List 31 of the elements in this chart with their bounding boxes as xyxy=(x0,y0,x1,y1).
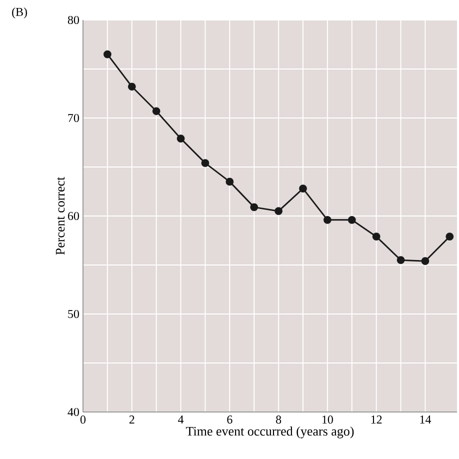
point xyxy=(274,207,283,216)
point xyxy=(128,82,136,91)
point xyxy=(201,159,210,168)
point xyxy=(250,203,258,212)
text: (B) xyxy=(12,8,27,18)
point xyxy=(152,107,160,116)
y-tick-label: 40 xyxy=(68,408,80,416)
point xyxy=(103,50,112,58)
x-tick-label: 4 xyxy=(178,416,184,424)
y-tick-label: 70 xyxy=(68,114,80,122)
point xyxy=(372,232,380,241)
point xyxy=(176,134,185,143)
y-tick-label: 50 xyxy=(68,310,80,318)
x-axis-title: Time event occurred (years ago) xyxy=(186,426,354,438)
x-tick-label: 8 xyxy=(276,416,282,424)
point xyxy=(226,178,234,186)
x-tick-label: 10 xyxy=(322,416,333,424)
x-tick-label: 12 xyxy=(371,416,382,424)
point xyxy=(323,216,332,224)
point xyxy=(348,216,356,224)
y-tick-label: 60 xyxy=(68,212,80,220)
x-tick-label: 6 xyxy=(227,416,232,424)
x-tick-label: 0 xyxy=(80,416,86,424)
x-tick-label: 2 xyxy=(129,416,134,424)
point xyxy=(396,256,405,264)
point xyxy=(446,232,454,241)
point xyxy=(299,184,307,193)
y-axis-title: Percent correct xyxy=(56,176,65,255)
point xyxy=(421,257,430,266)
y-tick-label: 80 xyxy=(68,16,80,24)
x-tick-label: 14 xyxy=(420,416,432,424)
